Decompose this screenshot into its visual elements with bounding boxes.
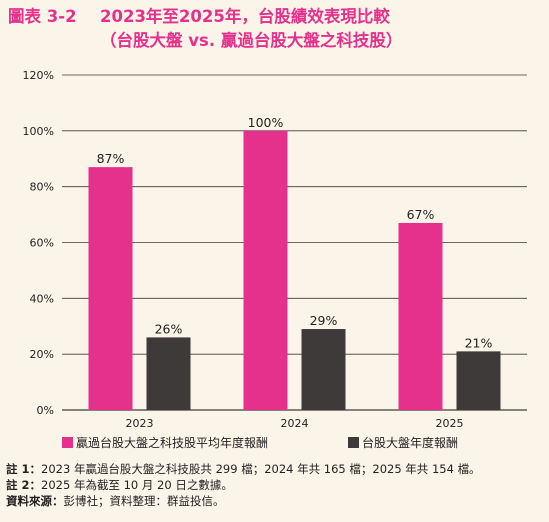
source-note: 資料來源：彭博社；資料整理：群益投信。 [6, 494, 225, 508]
y-tick-label-20: 20% [30, 348, 54, 361]
x-tick-label-2024: 2024 [281, 417, 309, 430]
y-tick-label-60: 60% [30, 237, 54, 250]
x-tick-label-2025: 2025 [436, 417, 464, 430]
data-label-2023-series-0: 87% [97, 151, 125, 166]
y-tick-label-0: 0% [37, 404, 54, 417]
bar-2024-series-0 [243, 130, 288, 411]
chart-subtitle: （台股大盤 vs. 贏過台股大盤之科技股） [100, 31, 403, 50]
legend-item-tech: 贏過台股大盤之科技股平均年度報酬 [62, 434, 268, 451]
legend-swatch-pink [62, 437, 73, 448]
data-label-2025-series-1: 21% [465, 335, 493, 350]
legend-swatch-dark [348, 437, 359, 448]
y-axis-ticks: 0% 20% 40% 60% 80% 100% 120% [23, 69, 54, 417]
chart-title: 圖表 3-2 2023年至2025年，台股績效表現比較 [8, 6, 390, 28]
bar-chart: 0% 20% 40% 60% 80% 100% 120% 87% 26% 100% 29% 67% 2… [23, 69, 527, 430]
y-tick-label-120: 120% [23, 69, 54, 82]
legend-label-market: 台股大盤年度報酬 [362, 436, 459, 450]
title-main: 2023年至2025年，台股績效表現比較 [100, 7, 390, 26]
x-tick-label-2023: 2023 [126, 417, 154, 430]
figure-number: 圖表 3-2 [8, 7, 77, 26]
data-labels: 87% 26% 100% 29% 67% 21% [97, 115, 493, 351]
footnotes: 註 1：2023 年贏過台股大盤之科技股共 299 檔；2024 年共 165 … [6, 461, 545, 509]
y-tick-label-40: 40% [30, 292, 54, 305]
legend-item-market: 台股大盤年度報酬 [348, 434, 458, 451]
bar-2025-series-1 [456, 351, 501, 410]
note-1: 註 1：2023 年贏過台股大盤之科技股共 299 檔；2024 年共 165 … [6, 462, 481, 476]
bar-2025-series-0 [398, 222, 443, 410]
data-label-2025-series-0: 67% [407, 207, 435, 222]
data-label-2023-series-1: 26% [155, 321, 183, 336]
y-tick-label-80: 80% [30, 181, 54, 194]
y-tick-label-100: 100% [23, 125, 54, 138]
data-label-2024-series-1: 29% [310, 313, 338, 328]
bar-2024-series-1 [301, 329, 346, 410]
bar-2023-series-1 [146, 337, 191, 410]
note-2: 註 2：2025 年為截至 10 月 20 日之數據。 [6, 478, 233, 492]
legend-label-tech: 贏過台股大盤之科技股平均年度報酬 [76, 436, 269, 450]
data-label-2024-series-0: 100% [248, 115, 284, 130]
bar-2023-series-0 [88, 167, 133, 410]
bars [88, 130, 501, 411]
gridlines [62, 74, 527, 411]
x-axis-ticks: 2023 2024 2025 [126, 417, 464, 430]
